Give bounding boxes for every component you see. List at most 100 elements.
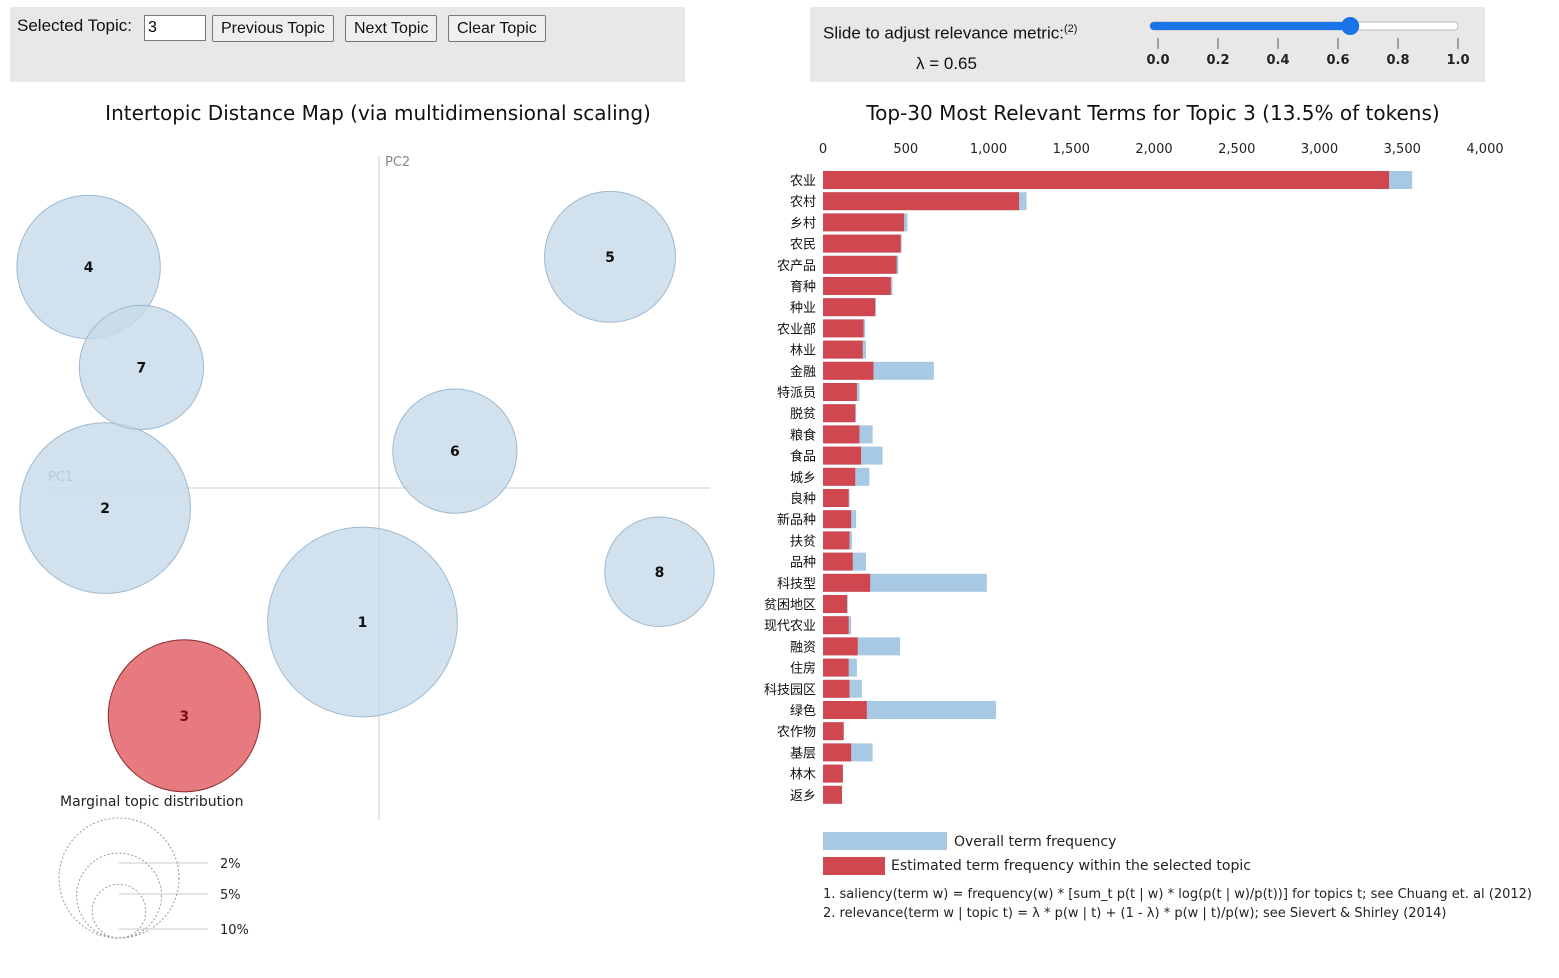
topic-circle[interactable] <box>544 190 676 323</box>
term-row[interactable]: 现代农业 <box>764 616 852 635</box>
legend-circle <box>76 852 162 939</box>
previous-topic-button[interactable]: Previous Topic <box>212 15 334 42</box>
term-label[interactable]: 绿色 <box>790 703 816 719</box>
term-label[interactable]: 农业 <box>790 174 816 189</box>
term-label[interactable]: 食品 <box>790 449 816 465</box>
term-label[interactable]: 林业 <box>790 344 816 359</box>
term-label[interactable]: 现代农业 <box>764 619 816 634</box>
term-label[interactable]: 育种 <box>790 279 816 295</box>
topic-circle[interactable] <box>78 304 204 430</box>
term-row[interactable]: 林木 <box>790 764 843 783</box>
topic-circle[interactable] <box>19 422 191 594</box>
term-row[interactable]: 农业部 <box>777 319 866 338</box>
term-row[interactable]: 农产品 <box>777 255 899 274</box>
term-row[interactable]: 林业 <box>790 340 867 359</box>
term-row[interactable]: 新品种 <box>777 510 857 529</box>
topic-frequency-bar <box>823 531 850 550</box>
term-label[interactable]: 农民 <box>790 238 816 253</box>
topic-bubble-8[interactable]: 8 <box>604 516 715 628</box>
term-row[interactable]: 农作物 <box>777 722 844 741</box>
term-label[interactable]: 农产品 <box>777 259 816 274</box>
legend-overall-label: Overall term frequency <box>954 834 1116 850</box>
topic-circle[interactable] <box>107 639 261 793</box>
term-label[interactable]: 贫困地区 <box>764 597 816 613</box>
term-row[interactable]: 绿色 <box>790 701 996 719</box>
term-label[interactable]: 粮食 <box>790 427 816 443</box>
topic-bubble-7[interactable]: 7 <box>78 304 204 430</box>
topic-bubble-1[interactable]: 1 <box>267 526 458 718</box>
topic-frequency-bar <box>823 234 901 253</box>
term-row[interactable]: 粮食 <box>790 425 873 444</box>
term-row[interactable]: 农村 <box>790 192 1027 211</box>
topic-frequency-bar <box>823 743 852 762</box>
footnote-1: 1. saliency(term w) = frequency(w) * [su… <box>823 887 1532 902</box>
term-label[interactable]: 良种 <box>790 491 816 507</box>
term-label[interactable]: 农村 <box>790 195 816 210</box>
term-row[interactable]: 贫困地区 <box>764 595 848 613</box>
term-label[interactable]: 金融 <box>790 364 816 380</box>
term-row[interactable]: 育种 <box>790 277 893 295</box>
term-label[interactable]: 科技园区 <box>764 683 816 698</box>
term-row[interactable]: 科技园区 <box>764 679 862 698</box>
term-label[interactable]: 脱贫 <box>790 406 816 422</box>
term-row[interactable]: 种业 <box>790 298 876 317</box>
term-row[interactable]: 品种 <box>790 552 867 571</box>
topic-number-label: 5 <box>605 250 615 266</box>
term-label[interactable]: 融资 <box>790 640 816 655</box>
topic-circle[interactable] <box>392 388 518 514</box>
top-terms-bar-chart: Top-30 Most Relevant Terms for Topic 3 (… <box>764 101 1532 921</box>
term-row[interactable]: 金融 <box>790 361 934 380</box>
term-label[interactable]: 特派员 <box>777 386 816 401</box>
term-row[interactable]: 良种 <box>790 489 850 507</box>
term-row[interactable]: 农民 <box>790 234 902 253</box>
term-label[interactable]: 林木 <box>790 768 816 783</box>
term-row[interactable]: 脱贫 <box>790 404 857 423</box>
term-label[interactable]: 城乡 <box>790 471 816 486</box>
topic-circle[interactable] <box>604 516 715 628</box>
term-row[interactable]: 农业 <box>790 171 1413 189</box>
legend-overall-swatch <box>823 832 947 850</box>
term-row[interactable]: 住房 <box>790 658 857 677</box>
intertopic-distance-map: Intertopic Distance Map (via multidimens… <box>16 101 715 939</box>
term-row[interactable]: 食品 <box>790 446 883 465</box>
topic-frequency-bar <box>823 701 867 719</box>
term-row[interactable]: 扶贫 <box>790 531 852 550</box>
term-label[interactable]: 科技型 <box>777 577 816 592</box>
term-row[interactable]: 乡村 <box>790 213 908 232</box>
term-row[interactable]: 特派员 <box>777 383 860 401</box>
topic-frequency-bar <box>823 658 849 677</box>
term-row[interactable]: 返乡 <box>790 785 843 804</box>
topic-bubble-3[interactable]: 3 <box>107 639 261 793</box>
term-label[interactable]: 农作物 <box>777 725 816 740</box>
topic-circle[interactable] <box>267 526 458 718</box>
slider-tick-label: 0.4 <box>1266 53 1289 68</box>
selected-topic-input[interactable] <box>144 15 206 41</box>
slider-handle[interactable] <box>1341 17 1360 35</box>
term-label[interactable]: 基层 <box>790 746 816 761</box>
term-row[interactable]: 基层 <box>790 743 873 762</box>
topic-bubble-2[interactable]: 2 <box>19 422 191 594</box>
term-row[interactable]: 城乡 <box>790 467 870 486</box>
topic-frequency-bar <box>823 573 871 592</box>
topic-frequency-bar <box>823 425 860 444</box>
topic-bubble-6[interactable]: 6 <box>392 388 518 514</box>
term-label[interactable]: 种业 <box>790 301 816 316</box>
next-topic-button[interactable]: Next Topic <box>345 15 438 42</box>
term-label[interactable]: 返乡 <box>790 789 816 804</box>
term-label[interactable]: 住房 <box>790 661 816 677</box>
topic-frequency-bar <box>823 383 857 401</box>
topic-number-label: 2 <box>100 501 110 517</box>
term-label[interactable]: 品种 <box>790 556 816 571</box>
slider-label: Slide to adjust relevance metric:(2) <box>823 23 1078 43</box>
topic-bubble-5[interactable]: 5 <box>544 190 676 323</box>
term-row[interactable]: 科技型 <box>777 573 987 592</box>
term-label[interactable]: 新品种 <box>777 512 816 528</box>
relevance-slider[interactable]: 0.0 0.2 0.4 0.6 0.8 1.0 <box>1140 7 1485 82</box>
term-label[interactable]: 扶贫 <box>790 533 816 549</box>
clear-topic-button[interactable]: Clear Topic <box>448 15 546 42</box>
term-label[interactable]: 农业部 <box>777 322 816 337</box>
topic-frequency-bar <box>823 489 849 507</box>
term-label[interactable]: 乡村 <box>790 216 816 231</box>
topic-frequency-bar <box>823 764 843 783</box>
term-row[interactable]: 融资 <box>790 637 900 656</box>
